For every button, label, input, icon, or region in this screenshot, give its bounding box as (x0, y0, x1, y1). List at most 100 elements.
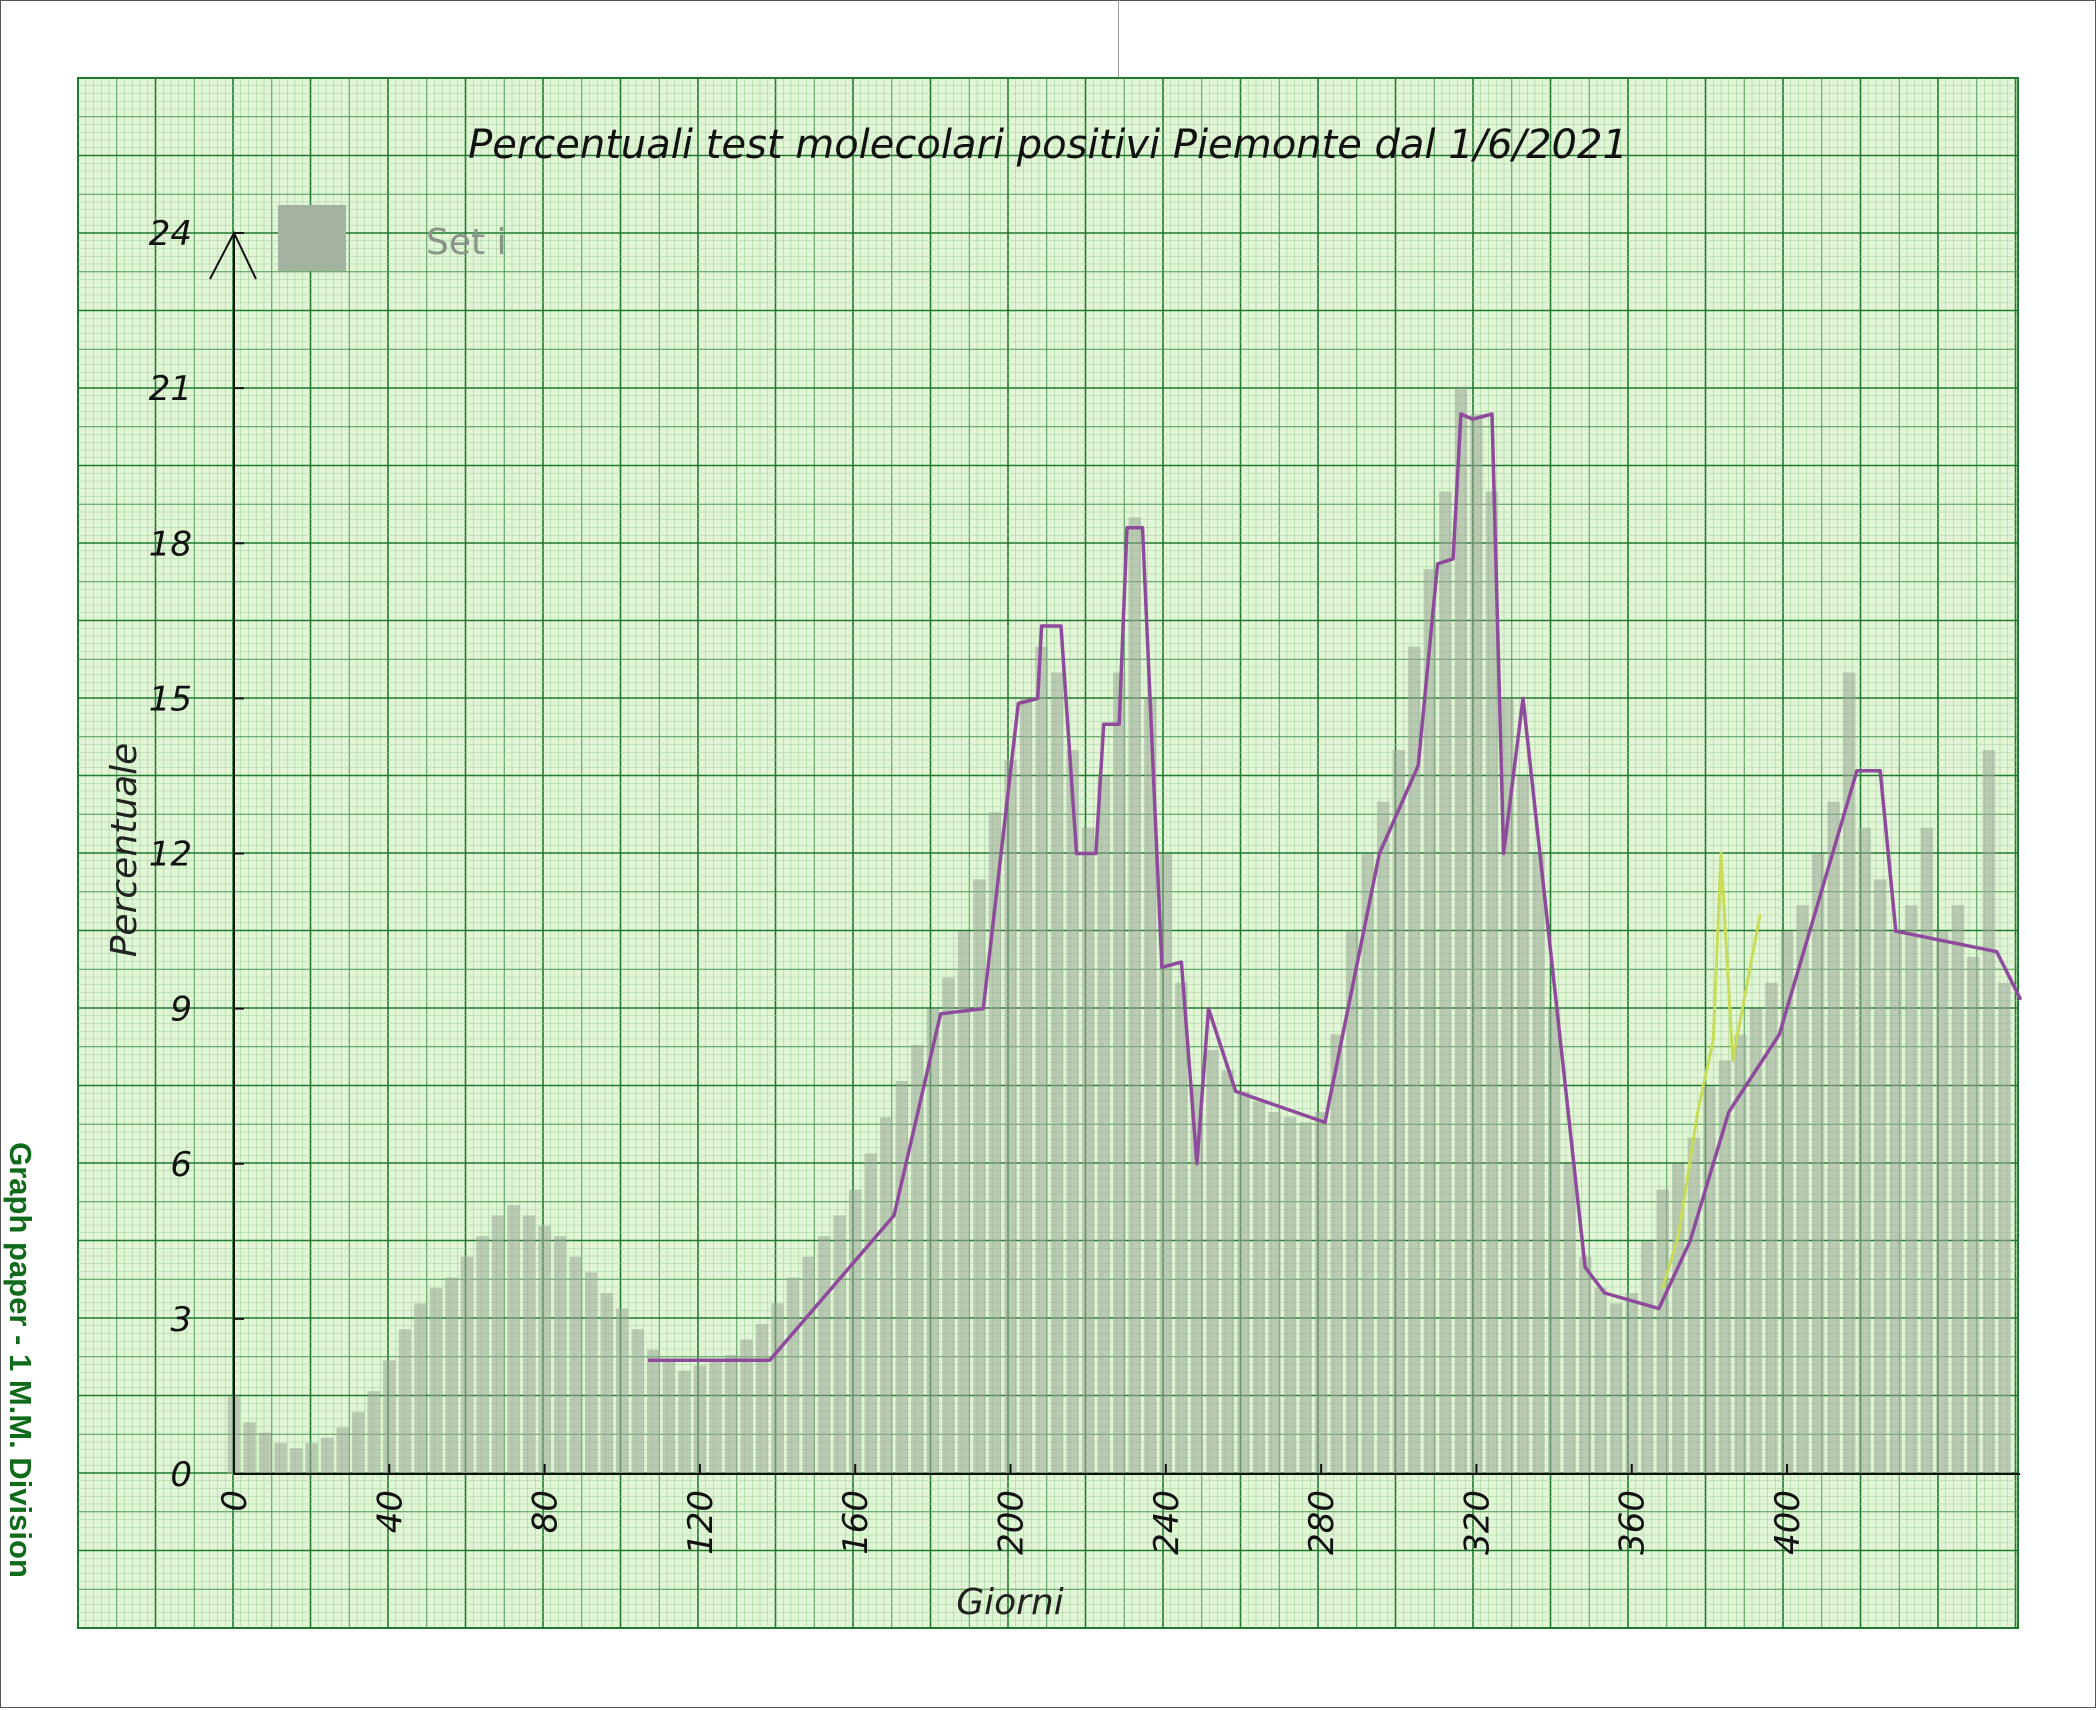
bar (1687, 1137, 1701, 1474)
x-tick-label: 320 (1457, 1490, 1497, 1555)
bar (1516, 775, 1530, 1474)
series-line (1661, 852, 1762, 1290)
bar (1532, 853, 1545, 1474)
bar (1765, 982, 1778, 1474)
bar (988, 812, 1002, 1474)
bar (880, 1117, 893, 1474)
bar (1314, 1112, 1328, 1474)
bar (1377, 801, 1390, 1474)
bar (1408, 646, 1421, 1474)
bar (1221, 1070, 1235, 1474)
bar (445, 1277, 458, 1474)
bar (305, 1442, 318, 1474)
bar (647, 1349, 660, 1474)
bar (1206, 1049, 1219, 1474)
bar (662, 1360, 676, 1474)
bar (1982, 750, 1996, 1474)
bar (600, 1293, 613, 1474)
chart-title: Percentuali test molecolari positivi Pie… (468, 122, 1628, 168)
bar (849, 1189, 862, 1474)
bar (1066, 750, 1079, 1474)
y-tick-label: 3 (170, 1300, 192, 1340)
bar (1842, 672, 1856, 1474)
bar (1734, 1034, 1747, 1474)
bar (616, 1308, 629, 1474)
x-tick-label: 160 (836, 1490, 876, 1555)
line-series (647, 412, 2022, 1362)
bar (1159, 853, 1173, 1474)
bar (1113, 672, 1126, 1474)
bar (414, 1303, 427, 1474)
bar (352, 1411, 365, 1474)
legend-swatch (278, 205, 346, 271)
bar (258, 1432, 272, 1474)
bar (1796, 905, 1809, 1474)
bar (864, 1153, 877, 1474)
bar (553, 1236, 567, 1474)
bar (631, 1329, 645, 1474)
bar (569, 1256, 582, 1474)
y-tick-label: 9 (170, 990, 192, 1030)
bar (1563, 1163, 1576, 1474)
y-tick-label: 12 (149, 835, 192, 875)
bar (1609, 1303, 1623, 1474)
x-tick-label: 40 (370, 1490, 410, 1533)
bar (1175, 982, 1188, 1474)
y-tick-label: 6 (170, 1145, 192, 1185)
bar (1237, 1091, 1250, 1474)
bar (1439, 491, 1452, 1475)
x-tick-label: 400 (1768, 1490, 1808, 1555)
x-tick-label: 240 (1147, 1490, 1187, 1555)
bar (1905, 905, 1918, 1474)
bar (1594, 1287, 1607, 1474)
bar (1283, 1117, 1297, 1474)
bar (1578, 1256, 1592, 1474)
x-tick-label: 120 (681, 1490, 721, 1555)
bar (274, 1442, 287, 1474)
x-tick-label: 200 (992, 1490, 1032, 1555)
bar (1656, 1189, 1670, 1474)
bar (1050, 672, 1064, 1474)
bar (1252, 1101, 1266, 1474)
y-tick-label: 18 (149, 524, 192, 564)
bar (1811, 853, 1825, 1474)
legend-label: Set i (426, 222, 507, 263)
bar (678, 1370, 691, 1474)
bar (1858, 827, 1871, 1474)
x-tick-label: 360 (1613, 1490, 1653, 1555)
axes (209, 230, 2020, 1475)
bar (1097, 775, 1110, 1474)
bar (320, 1437, 334, 1474)
bar (942, 977, 955, 1474)
bar (1035, 646, 1048, 1474)
bar (1998, 982, 2011, 1474)
bar (1501, 698, 1514, 1474)
bar (522, 1215, 536, 1474)
y-tick-label: 21 (149, 369, 192, 409)
bar (1128, 517, 1141, 1474)
bar (584, 1272, 598, 1474)
bar (1749, 1008, 1763, 1474)
bar (802, 1256, 815, 1474)
bar (1144, 698, 1157, 1474)
bar (429, 1287, 443, 1474)
bar (1920, 827, 1934, 1474)
bar (383, 1360, 396, 1474)
bar (1718, 1060, 1732, 1474)
bar (833, 1215, 846, 1474)
bar (1081, 827, 1095, 1474)
bar (1004, 760, 1017, 1474)
bar (507, 1205, 520, 1474)
graph-paper-label: Graph paper - 1 M.M. Division (0, 1125, 40, 1595)
bar (1967, 956, 1980, 1474)
bar (1889, 931, 1902, 1474)
bar (693, 1365, 707, 1474)
bar (1641, 1241, 1654, 1474)
bar (1780, 931, 1794, 1474)
bar (786, 1277, 800, 1474)
bar (1345, 931, 1359, 1474)
bar (1485, 491, 1499, 1475)
x-tick-label: 80 (526, 1490, 566, 1533)
